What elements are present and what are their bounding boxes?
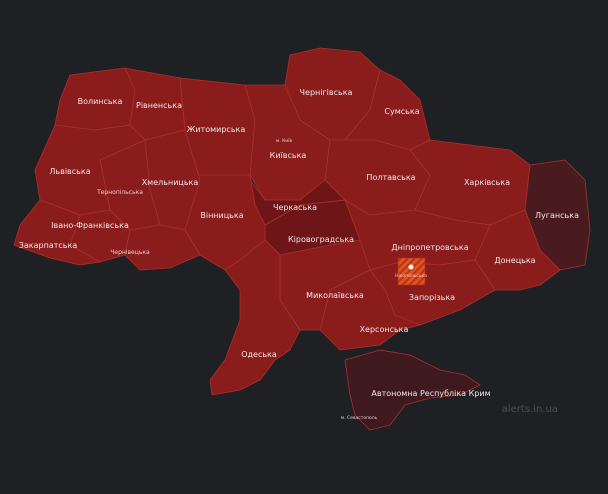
region-crimea[interactable]	[344, 349, 481, 431]
region-label-chernihiv: Чернігівська	[300, 88, 353, 97]
watermark: alerts.in.ua	[501, 404, 558, 415]
region-label-volyn: Волинська	[78, 97, 123, 106]
energy-icon	[408, 264, 414, 270]
region-zakarpattia[interactable]	[13, 199, 101, 266]
region-label-sumy: Сумська	[384, 107, 419, 116]
region-label-dnipro: Дніпропетровська	[391, 243, 468, 252]
region-label-lviv: Львівська	[49, 167, 90, 176]
region-chernivtsi[interactable]	[124, 224, 201, 271]
region-kherson[interactable]	[319, 269, 421, 351]
region-label-zaporizhzhia: Запорізька	[409, 293, 455, 302]
city-label: м. Київ	[276, 138, 293, 144]
region-label-kherson: Херсонська	[360, 325, 409, 334]
region-label-kirovohrad: Кіровоградська	[288, 235, 354, 244]
region-label-zhytomyr: Житомирська	[187, 125, 246, 134]
region-label-vinnytsia: Вінницька	[200, 211, 243, 220]
region-label-rivne: Рівненська	[136, 101, 182, 110]
region-label-khmelnytskyi: Хмельницька	[142, 178, 199, 187]
region-label-poltava: Полтавська	[366, 173, 415, 182]
partial-region-label: Нікопольська	[395, 273, 427, 279]
region-label-kharkiv: Харківська	[464, 178, 510, 187]
region-label-ivano-frankivsk: Івано-Франківська	[51, 221, 129, 230]
region-label-kyiv-oblast: Київська	[270, 151, 307, 160]
region-lviv[interactable]	[34, 124, 146, 216]
region-label-donetsk: Донецька	[494, 256, 535, 265]
region-label-cherkasy: Черкаська	[273, 203, 317, 212]
region-label-mykolaiv: Миколаївська	[306, 291, 364, 300]
region-label-zakarpattia: Закарпатська	[19, 241, 78, 250]
region-odesa[interactable]	[209, 239, 301, 396]
region-label-ternopil: Тернопільська	[96, 189, 143, 196]
region-label-odesa: Одеська	[241, 350, 277, 359]
region-label-crimea: Автономна Республіка Крим	[371, 389, 490, 398]
region-label-chernivtsi: Чернівецька	[110, 249, 150, 256]
city-label: м. Севастополь	[341, 415, 378, 421]
partial-alert-region[interactable]: Нікопольська	[395, 257, 427, 286]
region-label-luhansk: Луганська	[535, 211, 579, 220]
